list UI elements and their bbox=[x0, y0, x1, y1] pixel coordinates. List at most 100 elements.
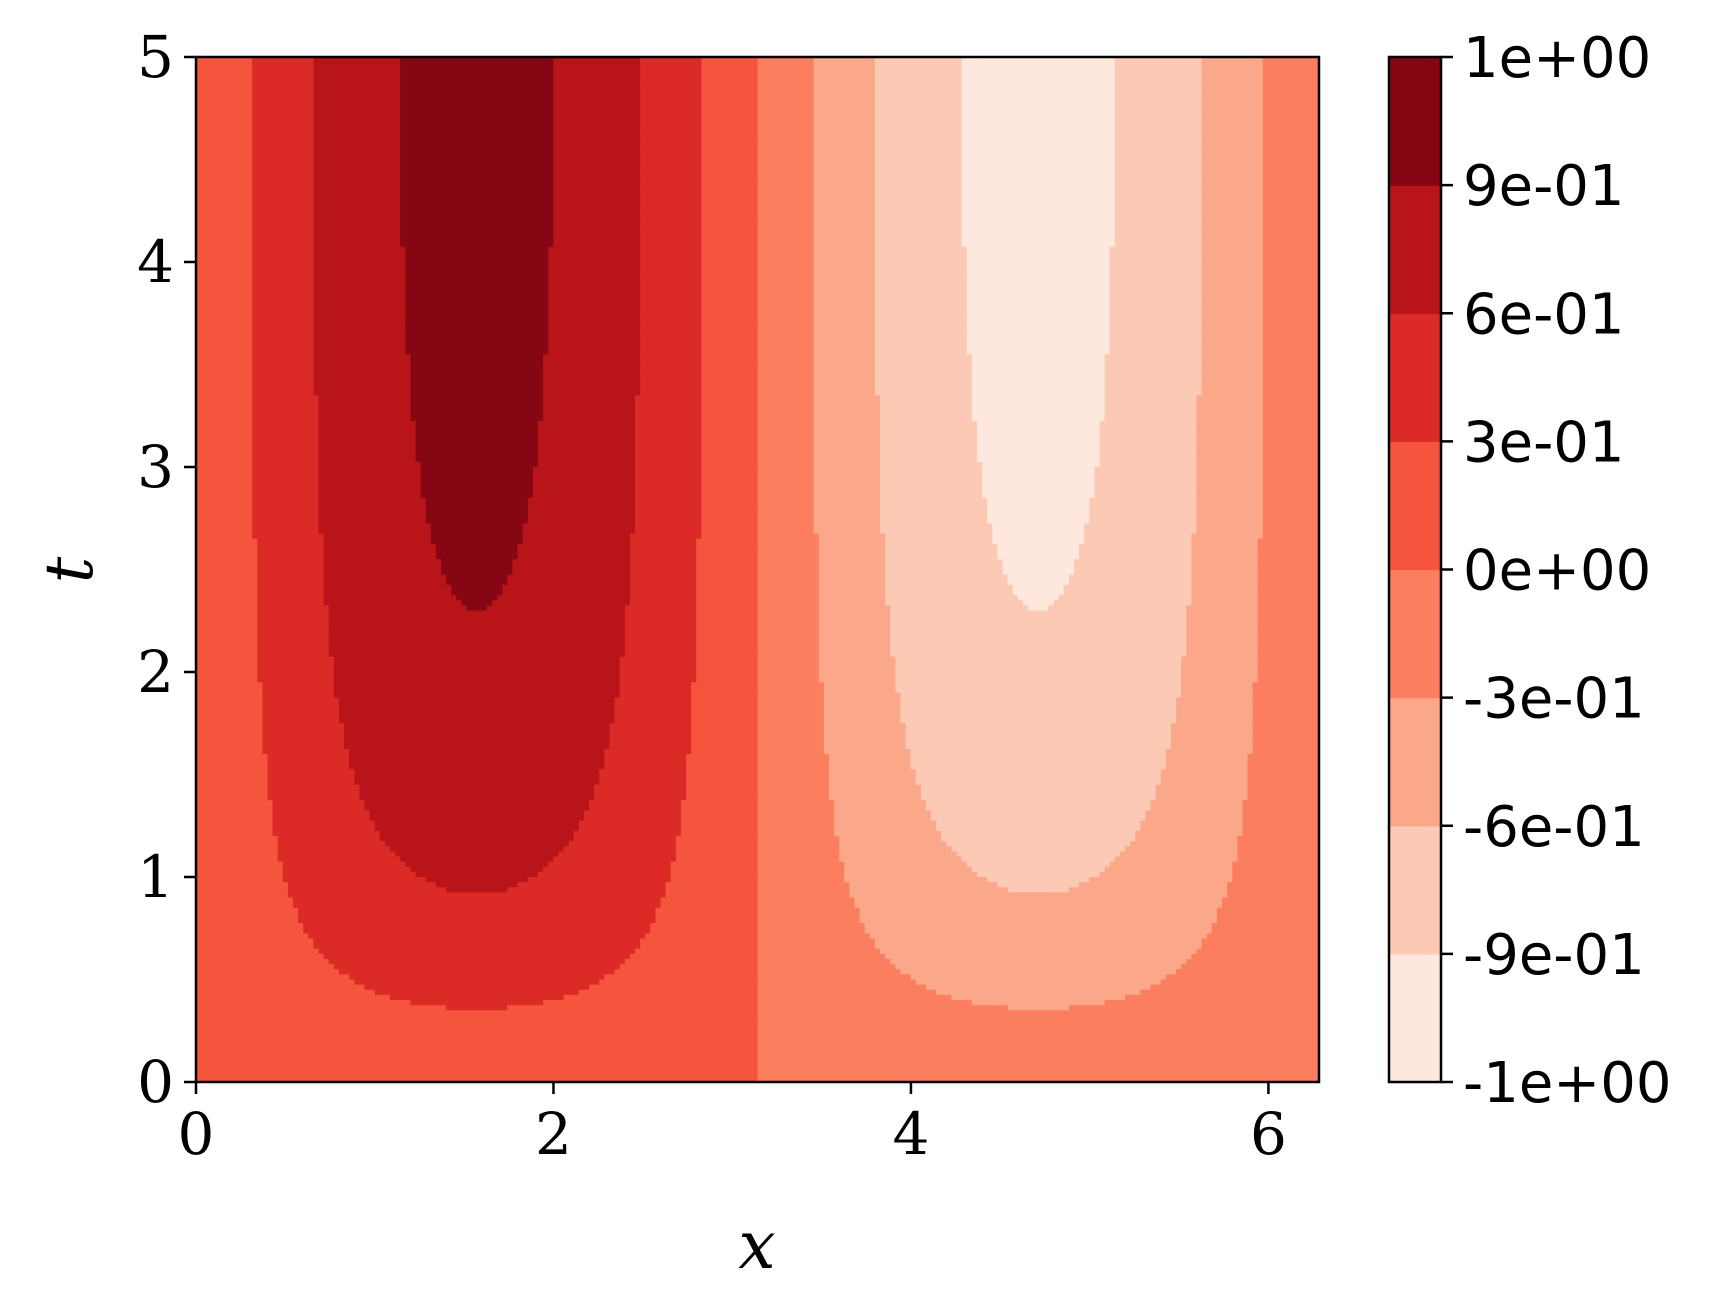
contour-cell bbox=[987, 518, 1091, 525]
contour-cell bbox=[757, 528, 815, 535]
contour-cell bbox=[1196, 461, 1264, 468]
contour-cell bbox=[313, 349, 407, 356]
contour-cell bbox=[196, 133, 253, 140]
contour-cell bbox=[313, 169, 401, 176]
contour-cell bbox=[1186, 625, 1259, 632]
contour-cell bbox=[961, 169, 1116, 176]
contour-cell bbox=[252, 185, 315, 192]
contour-cell bbox=[701, 349, 759, 356]
contour-cell bbox=[1247, 795, 1319, 801]
contour-cell bbox=[874, 385, 973, 391]
contour-cell bbox=[701, 77, 759, 84]
contour-cell bbox=[1099, 420, 1198, 427]
contour-cell bbox=[1109, 246, 1203, 253]
contour-cell bbox=[1262, 338, 1319, 345]
contour-cell bbox=[624, 625, 698, 632]
contour-cell bbox=[971, 866, 1106, 873]
colorbar-segment bbox=[1389, 825, 1441, 955]
contour-cell bbox=[196, 953, 325, 960]
contour-cell bbox=[1196, 948, 1319, 955]
contour-cell bbox=[252, 292, 315, 299]
contour-cell bbox=[405, 282, 550, 289]
contour-cell bbox=[262, 707, 340, 714]
contour-cell bbox=[313, 287, 407, 294]
contour-cell bbox=[1201, 241, 1264, 248]
contour-cell bbox=[405, 272, 550, 279]
contour-cell bbox=[313, 379, 412, 386]
contour-cell bbox=[1068, 1005, 1319, 1012]
contour-cell bbox=[757, 267, 815, 274]
contour-cell bbox=[538, 451, 636, 458]
contour-cell bbox=[701, 128, 759, 135]
contour-cell bbox=[400, 62, 555, 69]
contour-cell bbox=[553, 169, 641, 176]
contour-cell bbox=[757, 159, 815, 166]
contour-cell bbox=[354, 779, 601, 786]
contour-cell bbox=[1094, 487, 1198, 494]
contour-cell bbox=[757, 62, 815, 69]
contour-cell bbox=[1262, 333, 1319, 340]
contour-cell bbox=[864, 923, 1213, 930]
contour-cell bbox=[196, 948, 320, 955]
contour-cell bbox=[252, 431, 320, 438]
contour-cell bbox=[1109, 338, 1203, 345]
contour-cell bbox=[696, 625, 759, 632]
contour-cell bbox=[640, 262, 703, 268]
contour-cell bbox=[675, 841, 759, 848]
contour-cell bbox=[634, 518, 703, 525]
contour-cell bbox=[420, 487, 534, 494]
contour-cell bbox=[757, 600, 820, 607]
contour-cell bbox=[701, 523, 759, 530]
contour-cell bbox=[757, 579, 820, 586]
contour-cell bbox=[553, 77, 641, 84]
contour-cell bbox=[634, 456, 703, 463]
contour-cell bbox=[880, 426, 978, 432]
contour-cell bbox=[196, 472, 253, 479]
contour-cell bbox=[885, 569, 1004, 576]
contour-cell bbox=[813, 308, 876, 315]
contour-cell bbox=[1099, 446, 1198, 453]
contour-cell bbox=[680, 810, 759, 817]
contour-cell bbox=[757, 303, 815, 309]
contour-cell bbox=[272, 815, 371, 822]
contour-cell bbox=[869, 933, 1208, 940]
contour-cell bbox=[859, 907, 1218, 914]
contour-cell bbox=[1196, 446, 1264, 453]
contour-cell bbox=[1257, 554, 1319, 561]
contour-cell bbox=[196, 62, 253, 69]
contour-cell bbox=[1247, 784, 1319, 791]
contour-cell bbox=[874, 221, 963, 227]
contour-cell bbox=[1262, 385, 1319, 391]
contour-cell bbox=[818, 543, 886, 550]
contour-cell bbox=[961, 236, 1116, 243]
contour-cell bbox=[640, 72, 703, 79]
contour-cell bbox=[1196, 467, 1264, 473]
contour-cell bbox=[977, 436, 1101, 443]
contour-cell bbox=[313, 282, 407, 289]
contour-cell bbox=[813, 487, 881, 494]
contour-cell bbox=[1114, 190, 1203, 197]
contour-cell bbox=[328, 605, 468, 612]
contour-cell bbox=[1201, 128, 1264, 135]
contour-cell bbox=[553, 92, 641, 99]
contour-cell bbox=[655, 907, 759, 914]
contour-cell bbox=[196, 154, 253, 161]
contour-cell bbox=[1201, 323, 1264, 330]
contour-cell bbox=[701, 185, 759, 192]
contour-cell bbox=[885, 600, 1024, 607]
contour-cell bbox=[252, 133, 315, 140]
contour-cell bbox=[400, 57, 555, 63]
contour-cell bbox=[757, 497, 815, 504]
contour-cell bbox=[1104, 369, 1203, 376]
contour-cell bbox=[1196, 482, 1264, 489]
contour-cell bbox=[553, 200, 641, 207]
contour-cell bbox=[696, 646, 759, 653]
contour-cell bbox=[971, 374, 1106, 381]
contour-cell bbox=[548, 256, 641, 263]
contour-cell bbox=[1257, 656, 1319, 663]
contour-cell bbox=[400, 200, 555, 207]
contour-cell bbox=[818, 549, 886, 555]
contour-cell bbox=[196, 871, 284, 878]
contour-cell bbox=[966, 349, 1111, 356]
